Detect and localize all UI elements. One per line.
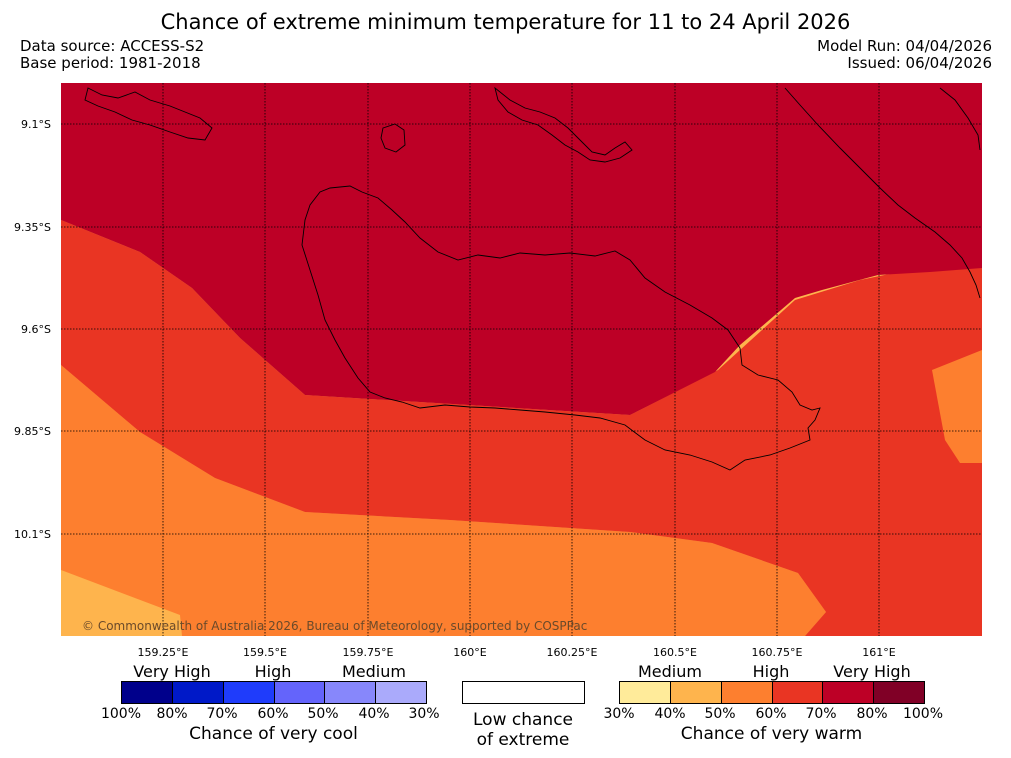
lon-label: 160.25°E	[547, 646, 598, 659]
island-small-coast	[380, 123, 406, 153]
meta-right: Model Run: 04/04/2026 Issued: 06/04/2026	[817, 38, 992, 72]
graticule	[61, 83, 982, 636]
island-guadalcanal-coast	[301, 185, 821, 471]
legend-pct: 50%	[704, 706, 736, 722]
lat-label: 9.1°S	[21, 118, 51, 131]
legend-pct: 30%	[603, 706, 635, 722]
chart-title: Chance of extreme minimum temperature fo…	[160, 10, 851, 34]
longitude-labels: 159.25°E 159.5°E 159.75°E 160°E 160.25°E…	[138, 646, 896, 659]
legend-swatch	[722, 682, 773, 703]
lat-label: 9.85°S	[14, 425, 51, 438]
latitude-labels: 9.1°S 9.35°S 9.6°S 9.85°S 10.1°S	[14, 118, 51, 541]
legend-swatch	[224, 682, 275, 703]
lat-label: 9.35°S	[14, 221, 51, 234]
zone-very-high-80	[61, 83, 982, 415]
legend-warm-high: High	[752, 662, 790, 681]
model-run: Model Run: 04/04/2026	[817, 37, 992, 55]
legend-cool-swatches	[121, 681, 427, 704]
legend-pct: 40%	[358, 706, 390, 722]
legend-pct: 40%	[654, 706, 686, 722]
coastlines	[84, 86, 981, 471]
data-source: Data source: ACCESS-S2	[20, 37, 205, 55]
legend-warm-medium: Medium	[638, 662, 702, 681]
base-period: Base period: 1981-2018	[20, 54, 201, 72]
legend-swatch	[874, 682, 924, 703]
legend-swatch	[275, 682, 325, 703]
zone-high-60-east	[932, 350, 982, 463]
legend-cool-caption: Chance of very cool	[189, 724, 358, 744]
island-north-coast	[494, 86, 633, 163]
legend-cool-medium: Medium	[342, 662, 406, 681]
legend-warm-swatches	[619, 681, 925, 704]
lon-label: 160°E	[453, 646, 486, 659]
legend-pct: 70%	[805, 706, 837, 722]
lon-label: 159.5°E	[243, 646, 287, 659]
legend-pct: 30%	[408, 706, 440, 722]
legend-pct: 60%	[257, 706, 289, 722]
legend-pct: 50%	[307, 706, 339, 722]
map-figure: © Commonwealth of Australia 2026, Bureau…	[14, 83, 982, 659]
lat-label: 10.1°S	[14, 528, 51, 541]
legend-swatch	[122, 682, 173, 703]
legend-swatch	[325, 682, 376, 703]
legend-swatch	[823, 682, 874, 703]
legend-pct: 100%	[902, 706, 944, 722]
legend-warm-caption: Chance of very warm	[680, 724, 863, 744]
legend-swatch	[173, 682, 224, 703]
legend-pct: 100%	[100, 706, 142, 722]
legend-cool-very-high: Very High	[133, 662, 211, 681]
legend-swatch	[773, 682, 823, 703]
meta-left: Data source: ACCESS-S2 Base period: 1981…	[20, 38, 204, 72]
legend-pct: 70%	[206, 706, 238, 722]
legend-swatch	[620, 682, 671, 703]
lon-label: 160.75°E	[752, 646, 803, 659]
map-area: © Commonwealth of Australia 2026, Bureau…	[61, 83, 982, 636]
zone-high-70	[61, 220, 982, 636]
legend-warm-very-high: Very High	[833, 662, 911, 681]
legend-pct: 80%	[856, 706, 888, 722]
legend-pct: 80%	[156, 706, 188, 722]
lon-label: 159.75°E	[343, 646, 394, 659]
lat-label: 9.6°S	[21, 323, 51, 336]
issued-date: Issued: 06/04/2026	[847, 54, 992, 72]
island-east-coast	[939, 87, 981, 151]
island-north-west-coast	[84, 87, 213, 141]
legend-swatch	[671, 682, 722, 703]
lon-label: 159.25°E	[138, 646, 189, 659]
zone-high-60	[61, 365, 826, 636]
legend-low-chance-line2: of extreme	[476, 730, 570, 750]
legend-pct: 60%	[755, 706, 787, 722]
legend-low-chance-swatch	[462, 681, 585, 704]
island-north-east-coast	[784, 87, 981, 299]
lon-label: 160.5°E	[653, 646, 697, 659]
copyright-notice: © Commonwealth of Australia 2026, Bureau…	[82, 619, 587, 633]
lon-label: 161°E	[862, 646, 895, 659]
legend-low-chance-line1: Low chance	[473, 710, 573, 730]
legend-cool-high: High	[254, 662, 292, 681]
legend-swatch	[376, 682, 426, 703]
